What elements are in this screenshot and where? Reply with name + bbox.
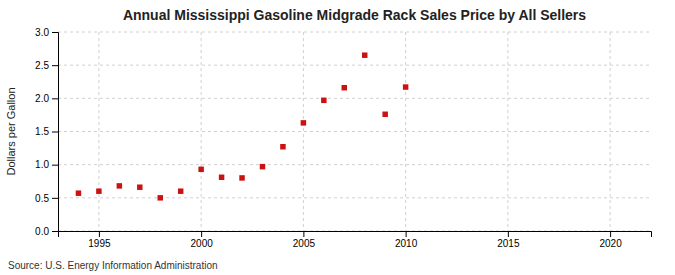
point <box>321 98 326 103</box>
tick: 2000 <box>191 231 214 249</box>
grid-line <box>58 197 651 198</box>
tick-label: 2000 <box>191 238 214 249</box>
grid-line <box>58 164 651 165</box>
grid-line <box>507 32 508 231</box>
tick-label: 2.5 <box>35 60 49 71</box>
tick: 2010 <box>395 231 418 249</box>
point <box>403 84 408 89</box>
grid-line <box>58 131 651 132</box>
tick-mark <box>201 231 202 237</box>
grid-line <box>201 32 202 231</box>
points <box>76 52 409 200</box>
point <box>117 183 122 188</box>
tick-label: 2010 <box>395 238 418 249</box>
tick-label: 2015 <box>497 238 520 249</box>
grid <box>58 32 651 231</box>
axis-line <box>52 33 59 232</box>
tick-label: 0.5 <box>35 193 49 204</box>
tick-label: 1.5 <box>35 126 49 137</box>
tick: 1.0 <box>35 159 58 170</box>
tick-label: 1995 <box>88 238 111 249</box>
annotation: Source: U.S. Energy Information Administ… <box>8 260 218 271</box>
point <box>198 167 203 172</box>
tick-mark <box>52 65 58 66</box>
tick-label: 3.0 <box>35 27 49 38</box>
tick: 1.5 <box>35 126 58 137</box>
point <box>137 184 142 189</box>
tick: 2.5 <box>35 60 58 71</box>
title: Annual Mississippi Gasoline Midgrade Rac… <box>123 7 586 23</box>
tick-mark <box>52 231 58 232</box>
tick-mark <box>52 132 58 133</box>
tick-label: 2005 <box>293 238 316 249</box>
tick-mark <box>406 231 407 237</box>
point <box>239 175 244 180</box>
point <box>158 195 163 200</box>
tick-mark <box>303 231 304 237</box>
grid-line <box>58 98 651 99</box>
tick-mark <box>508 231 509 237</box>
tick: 2020 <box>599 231 622 249</box>
point <box>280 144 285 149</box>
chart: 1995 2000 2005 2010 2015 2020 0.0 0.5 1.0 1.5 2.0 2… <box>0 0 675 275</box>
tick: 0.5 <box>35 193 58 204</box>
axis-line <box>59 232 652 238</box>
tick-label: 2020 <box>599 238 622 249</box>
tick: 3.0 <box>35 27 58 38</box>
point <box>219 175 224 180</box>
tick: 2.0 <box>35 93 58 104</box>
tick-mark <box>99 231 100 237</box>
tick-label: 2.0 <box>35 93 49 104</box>
tick: 1995 <box>88 231 111 249</box>
grid-line <box>58 65 651 66</box>
tick-label: 0.0 <box>35 226 49 237</box>
tick: 2005 <box>293 231 316 249</box>
point <box>301 120 306 125</box>
tick-mark <box>610 231 611 237</box>
plot: 1995 2000 2005 2010 2015 2020 0.0 0.5 1.0 1.5 2.0 2… <box>35 27 651 249</box>
tick: 0.0 <box>35 226 58 237</box>
tick-mark <box>52 198 58 199</box>
grid-line <box>610 32 611 231</box>
tick: 2015 <box>497 231 520 249</box>
point <box>362 52 367 57</box>
grid-line <box>58 32 651 33</box>
point <box>96 188 101 193</box>
point <box>260 164 265 169</box>
grid-line <box>303 32 304 231</box>
point <box>382 112 387 117</box>
y-axis: 0.0 0.5 1.0 1.5 2.0 2.5 3.0 <box>35 27 58 237</box>
tick-mark <box>52 32 58 33</box>
grid-line <box>405 32 406 231</box>
y-axis-title: Dollars per Gallon <box>5 87 17 175</box>
tick-label: 1.0 <box>35 159 49 170</box>
point <box>178 188 183 193</box>
point <box>342 85 347 90</box>
tick-mark <box>52 98 58 99</box>
x-axis: 1995 2000 2005 2010 2015 2020 <box>59 231 652 249</box>
tick-mark <box>52 165 58 166</box>
point <box>76 190 81 195</box>
grid-line <box>98 32 99 231</box>
